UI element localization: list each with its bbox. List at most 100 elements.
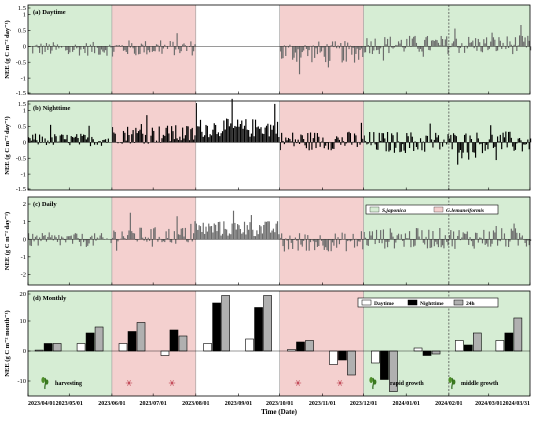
daily-bar (149, 46, 150, 52)
red-algae-center (297, 382, 299, 384)
daily-bar (47, 46, 48, 50)
daily-bar (298, 239, 299, 250)
daily-bar (84, 46, 85, 53)
daily-bar (527, 140, 528, 143)
daily-bar (101, 233, 102, 239)
daily-bar (453, 41, 454, 46)
daily-bar (490, 125, 491, 142)
daily-bar (524, 37, 525, 46)
daily-bar (513, 142, 514, 150)
daily-bar (460, 142, 461, 150)
daily-bar (469, 135, 470, 142)
daily-bar (128, 40, 129, 46)
daily-bar (309, 46, 310, 50)
daily-bar (384, 37, 385, 46)
daily-bar (287, 239, 288, 240)
daily-bar (122, 231, 123, 239)
legend-label: 24h (466, 301, 475, 307)
daily-bar (219, 222, 220, 239)
daily-bar (76, 46, 77, 48)
daily-bar (192, 239, 193, 241)
daily-bar (127, 127, 128, 143)
daily-bar (72, 137, 73, 142)
daily-bar (255, 236, 256, 239)
daily-bar (298, 140, 299, 143)
daily-bar (230, 123, 231, 142)
daily-bar (177, 33, 178, 46)
y-axis-title: NEE (g C m⁻² day⁻¹) (4, 20, 11, 78)
daily-bar (434, 41, 435, 46)
daily-bar (232, 224, 233, 240)
daily-bar (210, 226, 211, 239)
daily-bar (314, 46, 315, 58)
daily-bar (159, 46, 160, 51)
daily-bar (155, 46, 156, 51)
daily-bar (181, 46, 182, 51)
daily-bar (328, 142, 329, 149)
daily-bar (516, 46, 517, 51)
daily-bar (405, 142, 406, 153)
x-date-label: 2023/09/01 (225, 401, 252, 407)
x-date-label: 2023/11/01 (309, 401, 336, 407)
daily-bar (351, 142, 352, 144)
y-tick-label: -2 (21, 272, 26, 279)
daily-bar (75, 137, 76, 143)
daily-bar (240, 229, 241, 239)
daily-bar (479, 237, 480, 239)
daily-bar (105, 46, 106, 50)
daily-bar (340, 43, 341, 46)
daily-bar (409, 36, 410, 46)
daily-bar (179, 235, 180, 239)
y-tick-label: 20 (20, 291, 27, 298)
daily-bar (251, 215, 252, 239)
daily-bar (436, 137, 437, 142)
daily-bar (236, 230, 237, 240)
daily-bar (39, 237, 40, 239)
daily-bar (243, 129, 244, 143)
daily-bar (141, 44, 142, 47)
daily-bar (314, 133, 315, 142)
daily-bar (93, 139, 94, 142)
daily-bar (178, 46, 179, 49)
daily-bar (375, 239, 376, 244)
daily-bar (504, 137, 505, 142)
daily-bar (83, 135, 84, 143)
daily-bar (480, 142, 481, 143)
y-tick-label: -0.5 (16, 155, 26, 162)
legend-label: S.japonica (382, 208, 406, 214)
daily-bar (128, 135, 129, 142)
daily-bar (42, 46, 43, 54)
daily-bar (69, 46, 70, 52)
daily-bar (386, 142, 387, 151)
daily-bar (511, 45, 512, 47)
daily-bar (161, 138, 162, 142)
daily-bar (509, 132, 510, 143)
daily-bar (170, 41, 171, 46)
daily-bar (148, 46, 149, 50)
daily-bar (116, 239, 117, 250)
daily-bar (332, 142, 333, 148)
daily-bar (46, 142, 47, 145)
daily-bar (402, 142, 403, 144)
daily-bar (152, 128, 153, 143)
daily-bar (183, 237, 184, 240)
daily-bar (94, 46, 95, 53)
daily-bar (258, 126, 259, 142)
daily-bar (335, 41, 336, 46)
monthly-bar-daytime (161, 351, 169, 356)
daily-bar (135, 46, 136, 55)
daily-bar (346, 46, 347, 61)
daily-bar (335, 139, 336, 142)
daily-bar (244, 222, 245, 239)
daily-bar (384, 239, 385, 248)
daily-bar (240, 124, 241, 142)
daily-bar (409, 142, 410, 148)
daily-bar (500, 135, 501, 142)
daily-bar (43, 236, 44, 239)
daily-bar (188, 239, 189, 242)
daily-bar (375, 39, 376, 47)
daily-bar (123, 131, 124, 142)
kelp-blade (373, 379, 376, 384)
